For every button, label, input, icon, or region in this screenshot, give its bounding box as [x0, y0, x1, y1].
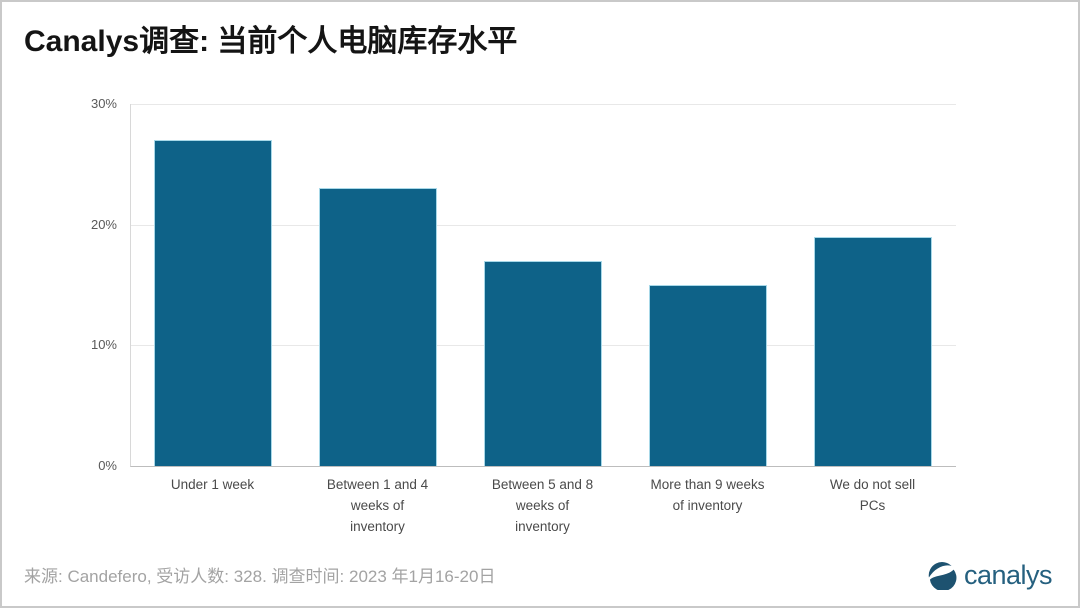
- source-note: 来源: Candefero, 受访人数: 328. 调查时间: 2023 年1月…: [24, 567, 496, 586]
- x-axis-label: More than 9 weeks of inventory: [650, 477, 765, 513]
- bar-more-than-9: [649, 285, 767, 466]
- bar-between-1-and-4: [319, 188, 437, 466]
- gridline-20pct: [131, 224, 956, 226]
- bar-between-5-and-8: [484, 260, 602, 466]
- x-axis-label: Between 5 and 8 weeks of inventory: [491, 477, 594, 534]
- canalys-logo: canalys: [927, 556, 1053, 594]
- gridline-30pct: [131, 104, 956, 105]
- y-axis-tick-10: 10%: [90, 337, 117, 352]
- y-axis-tick-0: 0%: [98, 458, 117, 473]
- y-axis-tick-20: 20%: [90, 217, 117, 232]
- canalys-logo-text: canalys: [963, 560, 1053, 590]
- x-axis-label: Between 1 and 4 weeks of inventory: [326, 477, 429, 534]
- x-axis-label: We do not sell PCs: [829, 477, 916, 513]
- page-title: Canalys调查: 当前个人电脑库存水平: [24, 25, 518, 58]
- bar-under-1-week: [154, 140, 272, 466]
- bar-we-do-not-sell-pcs: [814, 236, 932, 466]
- plot-area: [130, 104, 956, 467]
- x-axis-label: Under 1 week: [170, 477, 255, 492]
- y-axis-tick-30: 30%: [90, 96, 117, 111]
- canalys-logo-icon: [928, 562, 957, 590]
